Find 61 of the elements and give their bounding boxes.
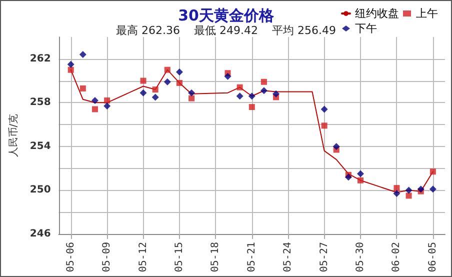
point [224, 72, 232, 80]
legend-label: 纽约收盘 [355, 7, 399, 20]
point [104, 102, 111, 110]
x-tick-label: 05-15 [174, 242, 185, 272]
legend-label: 下午 [355, 22, 377, 35]
point [140, 89, 147, 96]
point [248, 104, 255, 110]
x-tick-label: 05-21 [246, 242, 258, 272]
point [68, 66, 74, 73]
point [320, 106, 328, 113]
x-tick-label: 05-24 [282, 242, 294, 272]
y-tick-label: 258 [30, 97, 51, 108]
point [80, 85, 86, 92]
point [260, 78, 267, 85]
point [357, 170, 364, 178]
x-tick-label: 06-05 [427, 242, 438, 272]
point [272, 90, 280, 98]
point [394, 185, 400, 192]
point [236, 84, 243, 90]
y-tick-label: 250 [30, 184, 51, 196]
point [321, 122, 328, 129]
point [260, 87, 268, 94]
chart-subtitle: 最高 262.36 最低 249.42 平均 256.49 [116, 24, 336, 37]
point [176, 68, 183, 76]
y-tick-label: 262 [30, 53, 51, 64]
point [236, 92, 244, 100]
point [344, 174, 352, 181]
x-tick-label: 05-27 [318, 242, 330, 272]
point [152, 94, 159, 101]
y-tick-label: 254 [30, 140, 51, 152]
point [104, 97, 110, 104]
x-tick-label: 05-06 [65, 242, 76, 272]
point [164, 78, 171, 86]
y-tick-label: 246 [30, 228, 51, 240]
point [140, 78, 146, 84]
point [358, 177, 364, 184]
x-tick-label: 05-09 [102, 242, 113, 272]
point [188, 95, 195, 102]
x-tick-label: 06-02 [391, 242, 402, 272]
y-axis-title: 人民币/克 [8, 114, 20, 158]
legend-label: 上午 [416, 7, 438, 20]
x-tick-label: 05-30 [355, 242, 366, 272]
point [430, 168, 436, 175]
point [176, 80, 182, 86]
point [332, 142, 340, 150]
point [92, 106, 98, 112]
point [248, 92, 256, 100]
x-tick-label: 05-18 [210, 242, 222, 272]
point [188, 89, 196, 96]
point [405, 186, 412, 194]
point [417, 186, 424, 193]
point [79, 51, 86, 58]
point [406, 192, 412, 199]
point [152, 86, 158, 93]
x-tick-label: 05-12 [138, 242, 149, 272]
point [164, 66, 170, 73]
point [91, 96, 98, 104]
point [393, 190, 400, 198]
chart-title: 30天黄金价格 [178, 6, 275, 24]
point [67, 60, 74, 68]
point [429, 186, 436, 193]
